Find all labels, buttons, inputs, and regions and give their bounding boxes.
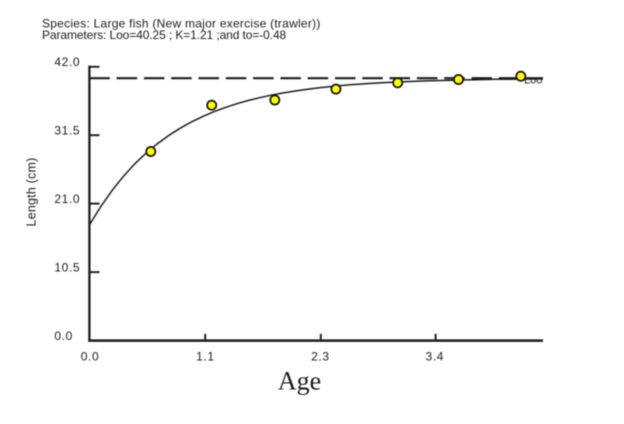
svg-text:0.0: 0.0 <box>54 329 72 343</box>
svg-text:Species: Large fish (New major: Species: Large fish (New major exercise … <box>42 16 321 30</box>
svg-text:0.0: 0.0 <box>81 350 99 364</box>
svg-text:Loo: Loo <box>524 75 542 87</box>
svg-text:Parameters: Loo=40.25 ; K=1.21: Parameters: Loo=40.25 ; K=1.21 ;and to=-… <box>42 28 287 42</box>
svg-text:Length (cm): Length (cm) <box>25 158 39 227</box>
svg-text:21.0: 21.0 <box>54 192 80 206</box>
svg-text:31.5: 31.5 <box>54 124 80 138</box>
svg-text:3.4: 3.4 <box>426 350 444 364</box>
svg-text:42.0: 42.0 <box>54 55 80 69</box>
svg-text:1.1: 1.1 <box>196 350 214 364</box>
svg-text:Age: Age <box>278 367 321 396</box>
svg-text:2.3: 2.3 <box>311 350 329 364</box>
svg-text:10.5: 10.5 <box>54 260 80 274</box>
